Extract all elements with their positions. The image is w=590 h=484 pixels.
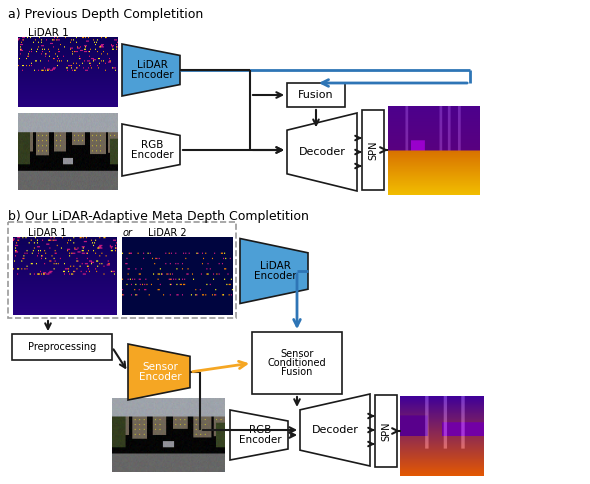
Text: RGB: RGB: [249, 425, 271, 435]
Text: Decoder: Decoder: [299, 147, 345, 157]
FancyBboxPatch shape: [375, 395, 397, 467]
Text: LiDAR: LiDAR: [260, 261, 291, 271]
Text: Sensor: Sensor: [142, 362, 178, 372]
Text: SPN: SPN: [368, 140, 378, 160]
Text: LiDAR 1: LiDAR 1: [28, 28, 69, 38]
FancyBboxPatch shape: [362, 110, 384, 190]
Polygon shape: [240, 239, 308, 303]
Text: Fusion: Fusion: [281, 367, 313, 378]
Text: LiDAR 1: LiDAR 1: [28, 228, 67, 238]
Polygon shape: [230, 410, 288, 460]
Text: a) Previous Depth Completition: a) Previous Depth Completition: [8, 8, 203, 21]
Polygon shape: [287, 113, 357, 191]
Text: Conditioned: Conditioned: [268, 358, 326, 368]
FancyBboxPatch shape: [12, 334, 112, 360]
Text: Encoder: Encoder: [131, 70, 173, 80]
Text: Encoder: Encoder: [239, 435, 281, 445]
Text: LiDAR 2: LiDAR 2: [148, 228, 186, 238]
Polygon shape: [122, 44, 180, 96]
Text: Encoder: Encoder: [139, 372, 182, 382]
Text: b) Our LiDAR-Adaptive Meta Depth Completition: b) Our LiDAR-Adaptive Meta Depth Complet…: [8, 210, 309, 223]
Text: Encoder: Encoder: [254, 271, 297, 281]
Text: Fusion: Fusion: [298, 90, 334, 100]
Text: Decoder: Decoder: [312, 425, 359, 435]
Polygon shape: [128, 344, 190, 400]
Text: Encoder: Encoder: [131, 150, 173, 160]
Text: Sensor: Sensor: [280, 348, 314, 359]
Text: SPN: SPN: [381, 421, 391, 441]
Text: Preprocessing: Preprocessing: [28, 342, 96, 352]
Polygon shape: [300, 394, 370, 466]
FancyBboxPatch shape: [287, 83, 345, 107]
Polygon shape: [122, 124, 180, 176]
FancyBboxPatch shape: [252, 332, 342, 394]
Text: RGB: RGB: [141, 140, 163, 150]
Text: LiDAR: LiDAR: [137, 60, 168, 70]
Text: or: or: [123, 228, 133, 238]
